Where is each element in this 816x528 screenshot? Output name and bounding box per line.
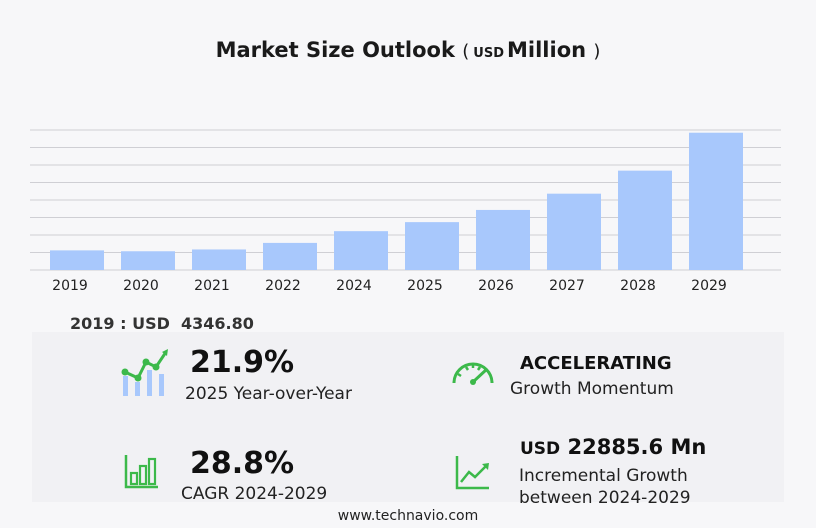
title-paren-open: ( [462, 41, 470, 62]
x-tick-label-2020: 2020 [123, 278, 159, 294]
x-tick-labels: 2019 2020 2021 2022 2024 2025 2026 2027 2028 2029 [52, 278, 727, 294]
base-sep: : [114, 314, 133, 333]
bar-2022 [263, 242, 317, 270]
yoy-value: 21.9% [190, 345, 295, 380]
incremental-value: USD 22885.6 Mn [520, 435, 706, 459]
base-year-value: 2019 : USD 4346.80 [70, 314, 254, 333]
bar-2021 [192, 249, 246, 270]
momentum-label: Growth Momentum [510, 379, 674, 399]
bar-2028 [618, 170, 672, 270]
bar-2027 [547, 193, 601, 270]
x-tick-label-2025: 2025 [407, 278, 443, 294]
x-tick-label-2022: 2022 [265, 278, 301, 294]
speedometer-icon [452, 362, 494, 385]
bar-2026 [476, 209, 530, 270]
bar-2020 [121, 251, 175, 270]
bar-2019 [50, 250, 104, 270]
bar-chart-icon [124, 455, 158, 489]
x-tick-label-2019: 2019 [52, 278, 88, 294]
x-tick-label-2028: 2028 [620, 278, 656, 294]
title-unit-word: Million [507, 38, 587, 62]
chart-title: Market Size Outlook (USD Million ) [0, 38, 816, 62]
title-text: Market Size Outlook [215, 38, 455, 62]
title-unit: USD [473, 46, 505, 61]
bars [50, 132, 743, 270]
x-tick-label-2021: 2021 [194, 278, 230, 294]
bar-2025 [405, 222, 459, 270]
x-tick-label-2024: 2024 [336, 278, 372, 294]
stats-panel [32, 332, 784, 502]
base-value: 4346.80 [181, 314, 254, 333]
base-year: 2019 [70, 314, 115, 333]
incremental-label-1: Incremental Growth [519, 466, 688, 486]
x-tick-label-2026: 2026 [478, 278, 514, 294]
cagr-value: 28.8% [190, 446, 295, 481]
momentum-value: ACCELERATING [520, 353, 672, 374]
bar-chart: 2019 2020 2021 2022 2024 2025 2026 2027 2028 2029 [30, 129, 781, 294]
footer-site: www.technavio.com [337, 508, 479, 524]
incremental-currency: USD [520, 439, 561, 459]
growth-chart-icon [121, 349, 168, 396]
incremental-amount: 22885.6 Mn [567, 435, 707, 459]
incremental-label-2: between 2024-2029 [519, 488, 691, 508]
cagr-label: CAGR 2024-2029 [181, 484, 328, 504]
base-currency: USD [132, 314, 170, 333]
title-paren-close: ) [593, 41, 601, 62]
trend-line-icon [455, 456, 489, 490]
yoy-label: 2025 Year-over-Year [185, 384, 352, 404]
bar-2024 [334, 231, 388, 270]
x-tick-label-2029: 2029 [691, 278, 727, 294]
bar-2029 [689, 132, 743, 270]
x-tick-label-2027: 2027 [549, 278, 585, 294]
